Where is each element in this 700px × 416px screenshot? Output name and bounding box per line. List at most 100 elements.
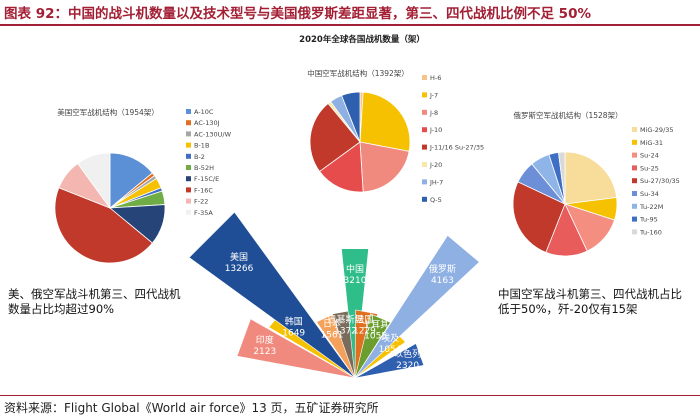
legend-label-usa-0: A-10C <box>194 108 214 116</box>
legend-swatch-usa-6 <box>186 176 191 182</box>
fan-label-7: 埃及 <box>381 332 399 344</box>
legend-swatch-russia-0 <box>632 127 637 132</box>
chart-canvas: 美国空军战机结构（1954架） A-10C AC-130J AC-130U/W B-1B… <box>54 34 680 379</box>
legend-label-china-2: J-8 <box>429 109 438 117</box>
fan-label-10: 美国 <box>230 251 248 263</box>
legend-swatch-china-1 <box>422 92 427 98</box>
legend-swatch-usa-1 <box>186 120 191 126</box>
slice-china-3 <box>318 141 364 193</box>
legend-label-russia-8: Tu-160 <box>639 228 662 236</box>
fan-value-7: 1054 <box>379 345 402 355</box>
legend-swatch-russia-5 <box>632 191 637 196</box>
legend-label-usa-8: F-22 <box>194 198 208 206</box>
slice-china-1 <box>359 91 411 152</box>
legend-label-usa-6: F-15C/E <box>194 175 219 183</box>
figure-title: 图表 92：中国的战斗机数量以及技术型号与美国俄罗斯差距显著，第三、四代战机比例… <box>4 6 591 22</box>
legend-label-russia-2: Su-24 <box>640 152 659 160</box>
fan-value-4: 3210 <box>344 276 367 286</box>
fan-label-6: 土耳其 <box>362 318 389 330</box>
legend-swatch-usa-2 <box>186 131 191 137</box>
legend-swatch-russia-3 <box>632 165 637 171</box>
slice-russia-4 <box>512 181 566 253</box>
legend-label-china-0: H-6 <box>430 74 441 82</box>
radial-fan <box>188 211 480 379</box>
world-chart-title: 2020年全球各国战机数量（架） <box>299 34 425 45</box>
fan-wedge-9 <box>354 234 480 379</box>
slice-usa-7 <box>54 187 153 264</box>
legend-label-usa-1: AC-130J <box>194 119 220 127</box>
fan-value-0: 2123 <box>253 347 276 357</box>
pie-title-usa: 美国空军战机结构（1954架） <box>57 107 159 117</box>
slice-usa-9 <box>77 152 111 210</box>
fan-label-8: 以色列 <box>394 348 421 360</box>
legend-swatch-usa-0 <box>186 109 191 114</box>
fan-value-5: 1229 <box>353 326 376 336</box>
legend-swatch-usa-9 <box>186 209 191 215</box>
legend-label-usa-4: B-2 <box>194 153 205 161</box>
fan-wedge-8 <box>354 343 425 379</box>
legend-swatch-russia-6 <box>632 203 637 209</box>
legend-swatch-russia-1 <box>632 139 637 145</box>
source-divider <box>0 395 700 396</box>
legend-label-usa-7: F-16C <box>194 186 213 194</box>
fan-label-4: 中国 <box>346 263 364 275</box>
note-left: 美、俄空军战斗机第三、四代战机数量占比均超过90% <box>8 287 181 316</box>
legend-label-china-5: J-20 <box>429 161 442 169</box>
legend-swatch-russia-2 <box>632 152 637 158</box>
legend-swatch-usa-4 <box>186 153 191 159</box>
legend-swatch-china-2 <box>422 109 427 115</box>
fan-label-1: 韩国 <box>285 316 303 328</box>
legend-label-russia-3: Su-25 <box>640 164 659 172</box>
legend-swatch-russia-7 <box>632 216 637 222</box>
pie-china <box>309 91 411 193</box>
legend-label-china-6: JH-7 <box>429 178 443 186</box>
legend-swatch-china-3 <box>422 127 427 133</box>
legend-swatch-china-6 <box>422 179 427 185</box>
fan-value-2: 1561 <box>321 331 344 341</box>
slice-china-7 <box>341 91 361 143</box>
fan-wedge-10 <box>188 211 356 379</box>
fan-value-10: 13266 <box>225 264 254 274</box>
fan-value-3: 1372 <box>334 326 357 336</box>
pie-title-china: 中国空军战机结构（1392架） <box>307 68 409 78</box>
legend-swatch-china-7 <box>422 196 427 202</box>
legend-label-russia-7: Tu-95 <box>639 216 658 224</box>
fan-value-6: 1055 <box>364 331 387 341</box>
fan-label-9: 俄罗斯 <box>429 263 456 275</box>
legend-label-usa-3: B-1B <box>194 142 209 150</box>
legend-label-russia-4: Su-27/30/35 <box>640 177 680 185</box>
legend-swatch-usa-7 <box>186 187 191 193</box>
legend-swatch-usa-8 <box>186 198 191 204</box>
legend-label-russia-0: MiG-29/35 <box>640 126 674 134</box>
pie-usa <box>54 152 166 264</box>
fan-label-0: 印度 <box>256 334 274 346</box>
legend-label-russia-1: MiG-31 <box>640 139 663 147</box>
fan-label-2: 日本 <box>323 318 341 330</box>
legend-swatch-russia-8 <box>632 229 637 235</box>
slice-china-4 <box>309 102 361 172</box>
legend-label-usa-5: B-52H <box>194 164 214 172</box>
legend-swatch-usa-3 <box>186 142 191 148</box>
note-right: 中国空军战斗机第三、四代战机占比低于50%，歼-20仅有15架 <box>498 287 682 316</box>
fan-wedge-0 <box>236 318 356 379</box>
legend-label-russia-5: Su-34 <box>640 190 659 198</box>
legend-label-usa-2: AC-130U/W <box>194 130 232 138</box>
fan-value-9: 4163 <box>431 276 454 286</box>
fan-label-5: 法国 <box>355 313 373 325</box>
slice-china-2 <box>359 141 410 193</box>
legend-label-russia-6: Tu-22M <box>639 203 663 211</box>
title-bar: 图表 92：中国的战斗机数量以及技术型号与美国俄罗斯差距显著，第三、四代战机比例… <box>0 0 700 26</box>
legend-label-china-1: J-7 <box>429 91 438 99</box>
legend-swatch-russia-4 <box>632 178 637 184</box>
fan-label-3: 巴基斯坦 <box>328 313 364 325</box>
fan-value-1: 1649 <box>282 329 305 339</box>
legend-swatch-china-5 <box>422 162 427 167</box>
pie-title-russia: 俄罗斯空军战机结构（1528架） <box>513 110 622 120</box>
pie-russia <box>512 151 618 257</box>
legend-label-china-7: Q-5 <box>430 196 442 204</box>
source-note: 资料来源：Flight Global《World air force》13 页，… <box>4 401 379 415</box>
legend-swatch-usa-5 <box>186 165 191 170</box>
legend-swatch-china-4 <box>422 144 427 150</box>
slice-russia-0 <box>564 151 618 205</box>
legend-swatch-china-0 <box>422 75 427 80</box>
